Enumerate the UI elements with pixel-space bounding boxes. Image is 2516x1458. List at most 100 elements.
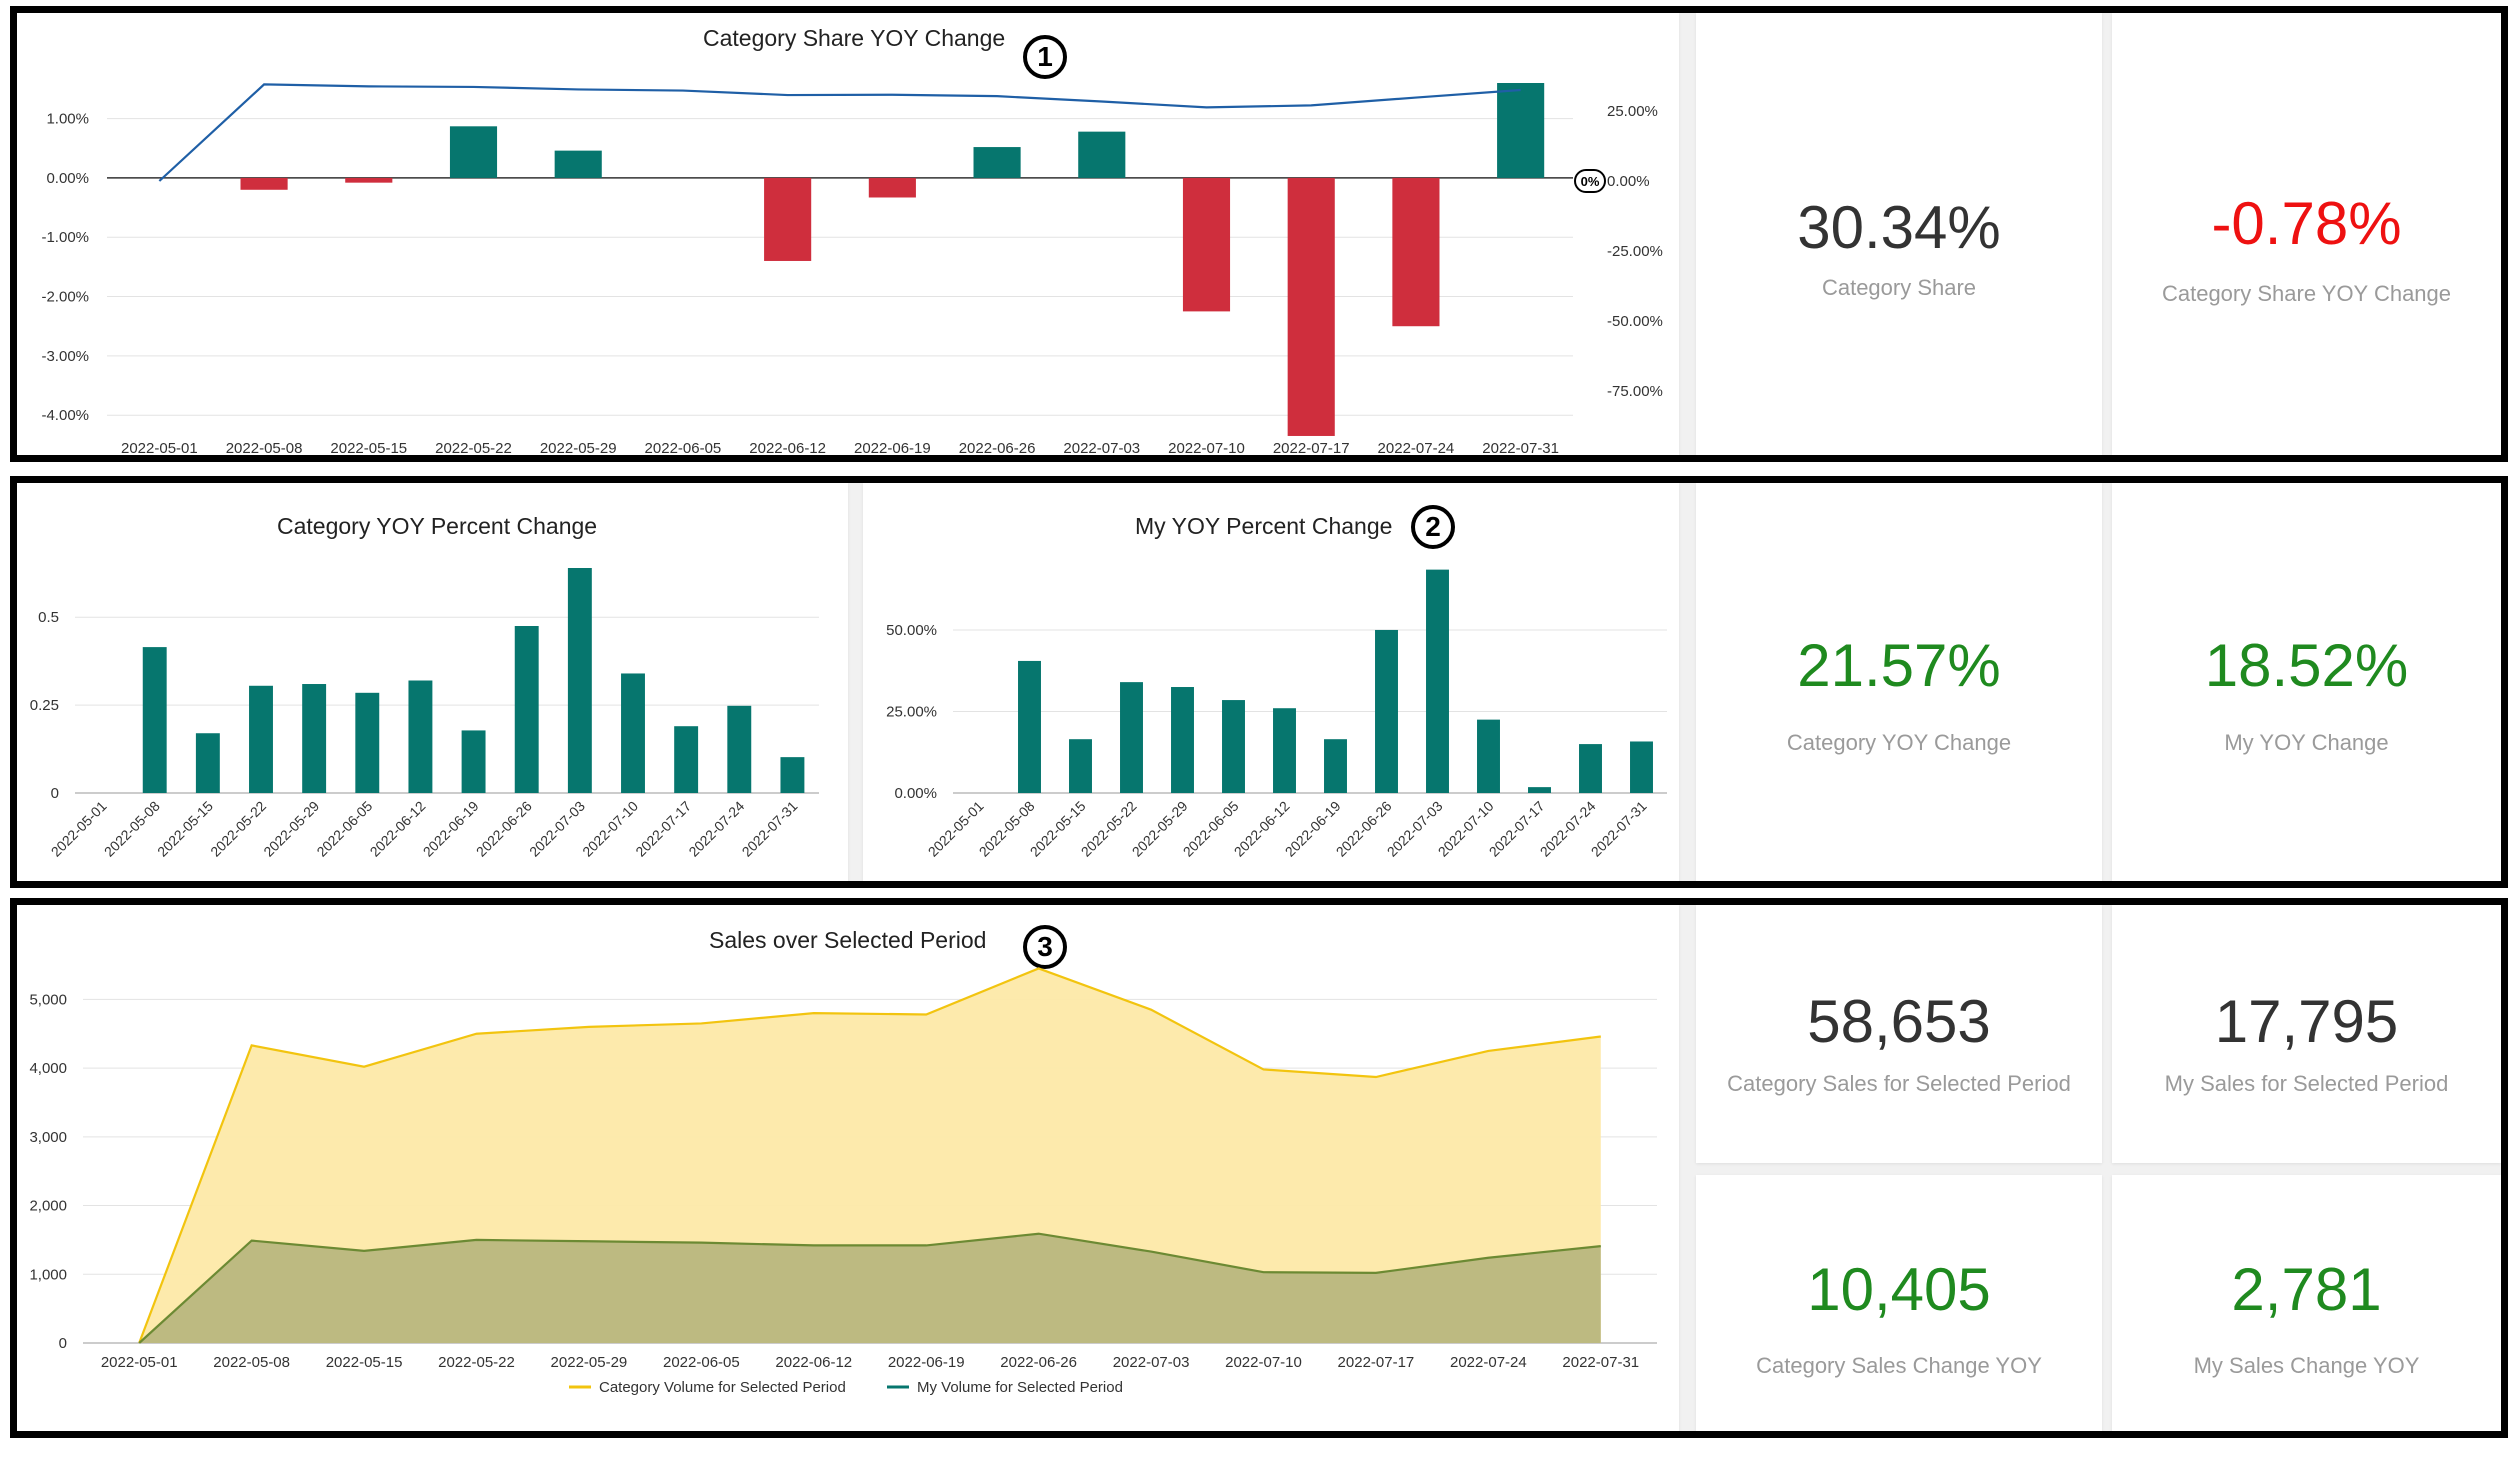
category-yoy-bar-10 bbox=[621, 673, 645, 793]
sales-y-tick-0: 5,000 bbox=[29, 991, 67, 1008]
my-yoy-bar-7 bbox=[1324, 739, 1347, 793]
my-yoy-y-tick-0: 50.00% bbox=[886, 622, 937, 639]
category-yoy-chart-title: Category YOY Percent Change bbox=[277, 513, 598, 539]
category-yoy-x-tick-11: 2022-07-17 bbox=[632, 798, 694, 860]
category-yoy-x-tick-9: 2022-07-03 bbox=[526, 798, 588, 860]
share-bar-9 bbox=[1078, 131, 1126, 178]
sales-legend-label-1: My Volume for Selected Period bbox=[917, 1379, 1123, 1396]
my-yoy-bar-2 bbox=[1069, 739, 1092, 793]
share-line-series bbox=[158, 83, 1521, 182]
category-yoy-bar-11 bbox=[674, 726, 699, 793]
share-bar-3 bbox=[449, 126, 498, 178]
my-yoy-bar-8 bbox=[1375, 629, 1398, 793]
kpi-label-category-yoy: Category YOY Change bbox=[1786, 730, 2012, 755]
share-y-tick-2: -1.00% bbox=[41, 229, 89, 246]
share-y2-tick-1: 0.00% bbox=[1607, 173, 1650, 190]
sales-x-tick-10: 2022-07-10 bbox=[1225, 1354, 1302, 1371]
sales-x-tick-1: 2022-05-08 bbox=[213, 1354, 290, 1371]
marker-1: 1 bbox=[1023, 35, 1067, 79]
my-yoy-chart-title: My YOY Percent Change bbox=[1135, 513, 1393, 539]
share-x-tick-5: 2022-06-05 bbox=[645, 440, 722, 455]
kpi-card-my-yoy: 18.52% My YOY Change bbox=[2112, 483, 2501, 881]
my-yoy-bar-4 bbox=[1171, 687, 1194, 793]
share-chart-card: Category Share YOY Change 1 1.00% 0.00% -1… bbox=[17, 13, 1679, 455]
sales-x-tick-2: 2022-05-15 bbox=[326, 1354, 403, 1371]
sales-y-tick-1: 4,000 bbox=[29, 1060, 67, 1077]
kpi-value-my-yoy: 18.52% bbox=[2204, 632, 2409, 699]
sales-line-0 bbox=[138, 967, 1601, 1344]
category-yoy-x-tick-2: 2022-05-15 bbox=[154, 798, 216, 860]
category-yoy-y-tick-1: 0.25 bbox=[30, 697, 59, 714]
kpi-label-category-sales: Category Sales for Selected Period bbox=[1727, 1071, 2071, 1096]
share-bar-11 bbox=[1287, 177, 1335, 436]
kpi-label-my-sales-change: My Sales Change YOY bbox=[2193, 1353, 2420, 1378]
share-x-tick-12: 2022-07-24 bbox=[1378, 440, 1455, 455]
share-y-tick-0: 1.00% bbox=[46, 111, 89, 128]
section-sales: Sales over Selected Period 3 5,000 4,000 3… bbox=[10, 898, 2508, 1438]
sales-area-1 bbox=[139, 1233, 1601, 1343]
share-bar-4 bbox=[554, 150, 602, 178]
sales-chart: 5,000 4,000 3,000 2,000 1,000 0 2022-05-01 2022… bbox=[29, 967, 1657, 1396]
share-x-tick-10: 2022-07-10 bbox=[1168, 440, 1245, 455]
share-x-tick-0: 2022-05-01 bbox=[121, 440, 198, 455]
my-yoy-chart-card: My YOY Percent Change 2 50.00% 25.00% 0.00… bbox=[863, 483, 1679, 881]
category-yoy-x-tick-5: 2022-06-05 bbox=[313, 798, 375, 860]
kpi-card-category-sales: 58,653 Category Sales for Selected Perio… bbox=[1696, 905, 2102, 1163]
share-x-tick-11: 2022-07-17 bbox=[1273, 440, 1350, 455]
share-x-tick-2: 2022-05-15 bbox=[330, 440, 407, 455]
share-y2-tick-0: 25.00% bbox=[1607, 103, 1658, 120]
category-yoy-bar-5 bbox=[355, 692, 380, 793]
share-chart-title: Category Share YOY Change bbox=[703, 25, 1006, 51]
section-yoy-change: Category YOY Percent Change 0.5 0.25 0 2022… bbox=[10, 476, 2508, 888]
category-yoy-chart: 0.50.2502022-05-012022-05-082022-05-1520… bbox=[30, 568, 819, 860]
kpi-value-my-sales: 17,795 bbox=[2214, 988, 2399, 1055]
category-yoy-bar-2 bbox=[195, 733, 220, 793]
sales-x-tick-8: 2022-06-26 bbox=[1000, 1354, 1077, 1371]
share-x-tick-6: 2022-06-12 bbox=[749, 440, 826, 455]
share-y2-tick-3: -50.00% bbox=[1607, 313, 1663, 330]
share-y2-tick-4: -75.00% bbox=[1607, 383, 1663, 400]
sales-y-tick-4: 1,000 bbox=[29, 1266, 67, 1283]
marker-2: 2 bbox=[1411, 505, 1455, 549]
sales-x-tick-11: 2022-07-17 bbox=[1338, 1354, 1415, 1371]
my-yoy-bar-12 bbox=[1579, 744, 1602, 793]
kpi-card-category-sales-change: 10,405 Category Sales Change YOY bbox=[1696, 1175, 2102, 1431]
marker-3: 3 bbox=[1023, 925, 1067, 969]
my-yoy-bar-1 bbox=[1018, 660, 1041, 793]
share-bar-2 bbox=[345, 177, 393, 183]
category-yoy-bar-1 bbox=[142, 647, 167, 793]
category-yoy-bar-9 bbox=[567, 568, 592, 793]
category-yoy-y-tick-0: 0.5 bbox=[38, 609, 59, 626]
category-yoy-bar-8 bbox=[514, 626, 539, 793]
kpi-card-my-sales-change: 2,781 My Sales Change YOY bbox=[2112, 1175, 2501, 1431]
share-bar-6 bbox=[764, 177, 812, 261]
category-yoy-x-tick-6: 2022-06-12 bbox=[367, 798, 429, 860]
my-yoy-y-tick-1: 25.00% bbox=[886, 703, 937, 720]
category-yoy-x-tick-12: 2022-07-24 bbox=[685, 798, 747, 860]
kpi-value-category-sales: 58,653 bbox=[1807, 988, 1991, 1055]
share-x-tick-13: 2022-07-31 bbox=[1482, 440, 1559, 455]
kpi-card-my-sales: 17,795 My Sales for Selected Period bbox=[2112, 905, 2501, 1163]
category-yoy-x-tick-0: 2022-05-01 bbox=[48, 798, 110, 860]
category-yoy-x-tick-10: 2022-07-10 bbox=[579, 798, 641, 860]
sales-x-tick-9: 2022-07-03 bbox=[1113, 1354, 1190, 1371]
kpi-value-category-share: 30.34% bbox=[1797, 194, 2001, 261]
share-zero-annotation: 0% bbox=[1581, 174, 1600, 189]
my-yoy-bar-11 bbox=[1528, 787, 1551, 793]
share-bar-10 bbox=[1182, 177, 1231, 312]
share-bar-13 bbox=[1497, 83, 1545, 178]
my-yoy-bar-5 bbox=[1222, 700, 1245, 793]
category-yoy-bar-3 bbox=[249, 685, 273, 793]
sales-y-tick-5: 0 bbox=[59, 1335, 67, 1352]
sales-x-tick-6: 2022-06-12 bbox=[775, 1354, 852, 1371]
kpi-value-my-sales-change: 2,781 bbox=[2231, 1256, 2382, 1323]
kpi-value-category-share-yoy: -0.78% bbox=[2211, 190, 2402, 257]
my-yoy-bar-13 bbox=[1630, 741, 1653, 793]
sales-x-tick-5: 2022-06-05 bbox=[663, 1354, 740, 1371]
category-yoy-bar-12 bbox=[727, 705, 752, 793]
kpi-value-category-yoy: 21.57% bbox=[1797, 632, 2001, 699]
category-yoy-bar-7 bbox=[461, 730, 486, 793]
share-y2-tick-2: -25.00% bbox=[1607, 243, 1663, 260]
share-y-tick-3: -2.00% bbox=[41, 289, 89, 306]
share-bar-8 bbox=[973, 147, 1021, 178]
